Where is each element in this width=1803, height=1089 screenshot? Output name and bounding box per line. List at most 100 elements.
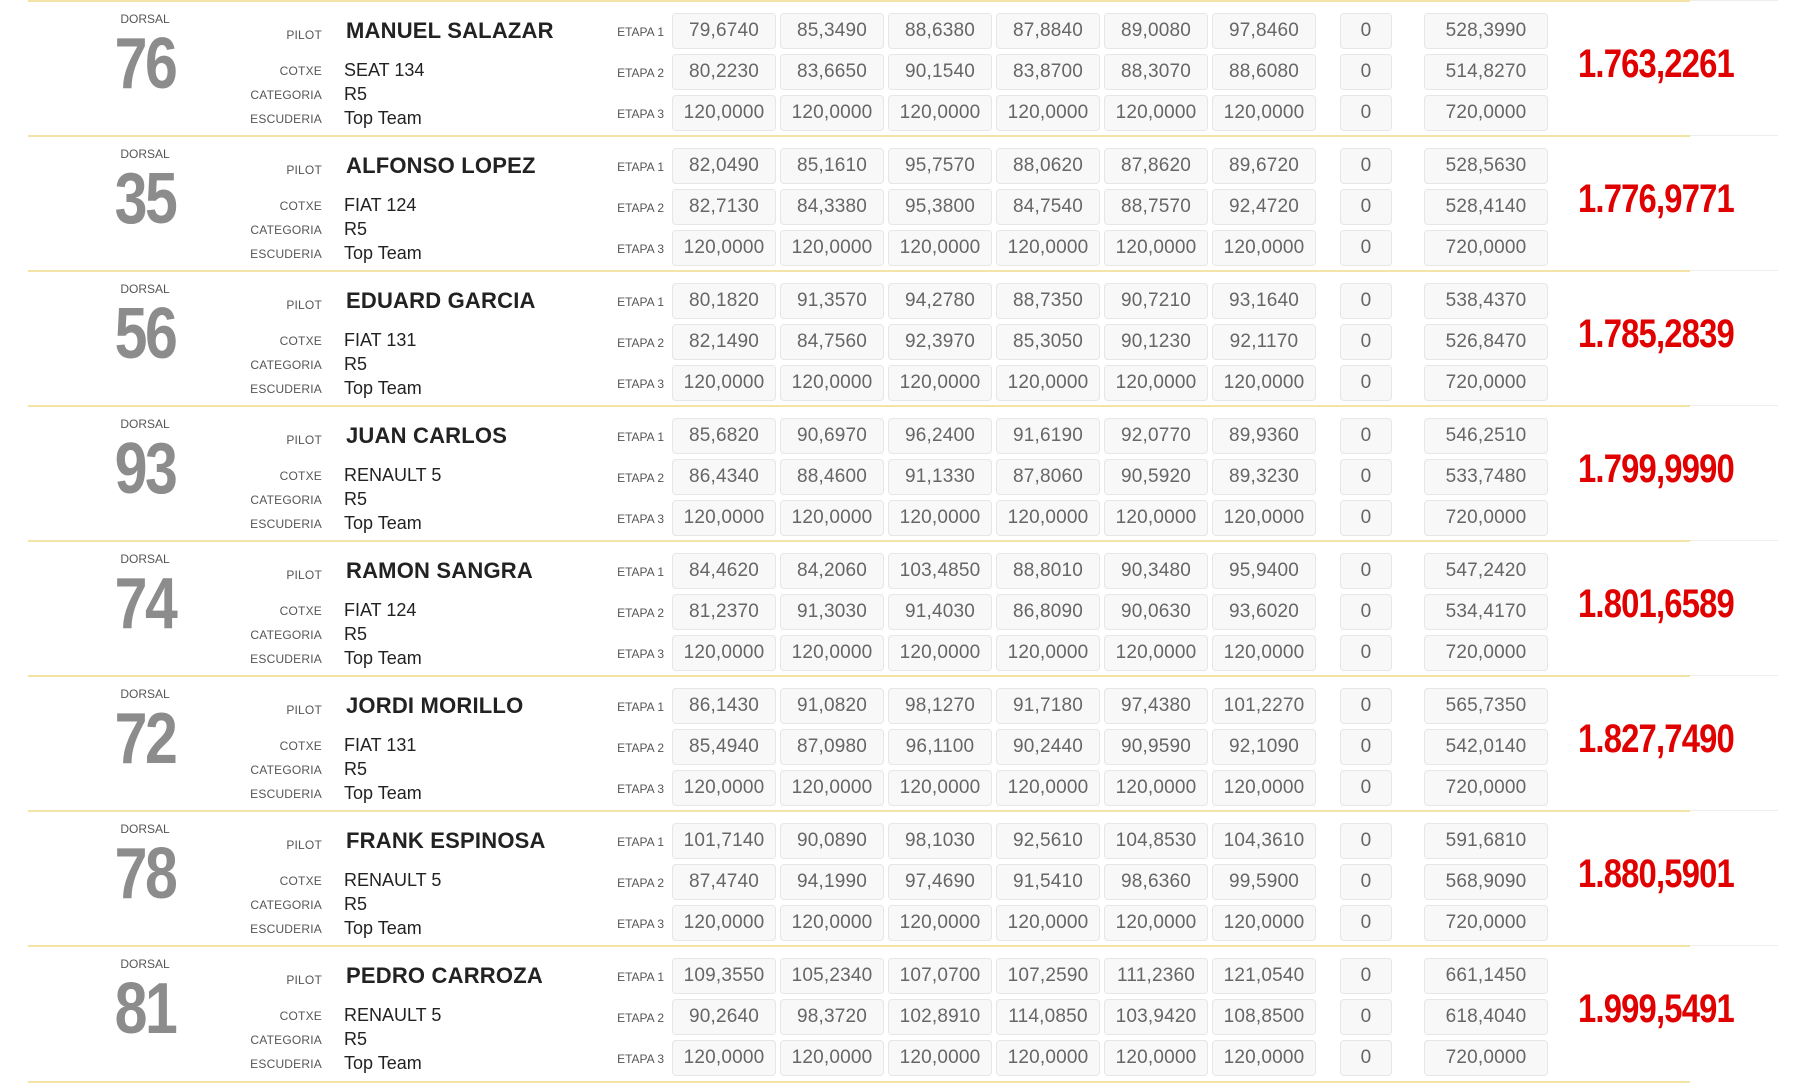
lap-time-cell: 120,0000: [1104, 770, 1208, 806]
lap-time-cell: 85,1610: [780, 148, 884, 184]
pilot-name: PEDRO CARROZA: [346, 963, 543, 988]
lap-time-cell: 88,7570: [1104, 189, 1208, 225]
dorsal-label: DORSAL: [120, 957, 170, 971]
categoria-value: R5: [344, 759, 368, 779]
etapa-sum-cell: 720,0000: [1424, 770, 1548, 806]
row-separator-extension: [1690, 405, 1778, 406]
lap-time-cell: 120,0000: [996, 500, 1100, 536]
dorsal-label: DORSAL: [120, 282, 170, 296]
etapa-label: ETAPA 2: [617, 66, 664, 80]
lap-time-cell: 90,2640: [672, 999, 776, 1035]
cotxe-value: FIAT 131: [344, 330, 417, 350]
etapa-label: ETAPA 3: [617, 512, 664, 526]
lap-time-cell: 103,9420: [1104, 999, 1208, 1035]
row-separator: [28, 0, 1690, 2]
lap-time-cell: 107,0700: [888, 958, 992, 994]
lap-time-cell: 102,8910: [888, 999, 992, 1035]
penalty-cell: 0: [1340, 230, 1392, 266]
lap-time-cell: 94,2780: [888, 283, 992, 319]
escuderia-value: Top Team: [344, 783, 422, 803]
lap-time-cell: 120,0000: [996, 1040, 1100, 1076]
lap-time-cell: 120,0000: [996, 365, 1100, 401]
lap-time-cell: 120,0000: [672, 635, 776, 671]
lap-time-cell: 89,3230: [1212, 459, 1316, 495]
pilot-label: PILOT: [286, 163, 322, 177]
penalty-cell: 0: [1340, 864, 1392, 900]
lap-time-cell: 91,5410: [996, 864, 1100, 900]
driver-row: DORSAL 81 PILOT PEDRO CARROZA COTXE RENAULT 5…: [0, 945, 1803, 1080]
penalty-cell: 0: [1340, 823, 1392, 859]
escuderia-label: ESCUDERIA: [250, 922, 322, 936]
lap-time-cell: 91,3570: [780, 283, 884, 319]
etapa-sum-cell: 546,2510: [1424, 418, 1548, 454]
etapa-label: ETAPA 3: [617, 782, 664, 796]
pilot-name: ALFONSO LOPEZ: [346, 153, 536, 178]
lap-time-cell: 86,8090: [996, 594, 1100, 630]
etapa-sum-cell: 618,4040: [1424, 999, 1548, 1035]
lap-time-cell: 97,4690: [888, 864, 992, 900]
lap-time-cell: 87,8620: [1104, 148, 1208, 184]
lap-time-cell: 105,2340: [780, 958, 884, 994]
lap-time-cell: 87,0980: [780, 729, 884, 765]
lap-time-cell: 120,0000: [1212, 365, 1316, 401]
dorsal-label: DORSAL: [120, 417, 170, 431]
etapa-label: ETAPA 2: [617, 606, 664, 620]
driver-row: DORSAL 72 PILOT JORDI MORILLO COTXE FIAT 131 C…: [0, 675, 1803, 810]
lap-time-cell: 120,0000: [1212, 1040, 1316, 1076]
dorsal-number: 76: [114, 24, 178, 104]
row-separator: [28, 405, 1690, 407]
row-separator-extension: [1690, 270, 1778, 271]
lap-time-cell: 120,0000: [888, 905, 992, 941]
cotxe-label: COTXE: [279, 199, 322, 213]
penalty-cell: 0: [1340, 148, 1392, 184]
etapa-label: ETAPA 1: [617, 700, 664, 714]
row-separator: [28, 270, 1690, 272]
lap-time-cell: 80,1820: [672, 283, 776, 319]
etapa-sum-cell: 661,1450: [1424, 958, 1548, 994]
lap-time-cell: 86,1430: [672, 688, 776, 724]
lap-time-cell: 120,0000: [780, 1040, 884, 1076]
etapa-sum-cell: 568,9090: [1424, 864, 1548, 900]
dorsal-label: DORSAL: [120, 687, 170, 701]
etapa-label: ETAPA 2: [617, 741, 664, 755]
lap-time-cell: 120,0000: [996, 770, 1100, 806]
row-separator-extension: [1690, 810, 1778, 811]
lap-time-cell: 108,8500: [1212, 999, 1316, 1035]
driver-row: DORSAL 78 PILOT FRANK ESPINOSA COTXE RENAULT …: [0, 810, 1803, 945]
lap-time-cell: 120,0000: [888, 635, 992, 671]
row-separator-extension: [1690, 135, 1778, 136]
cotxe-label: COTXE: [279, 469, 322, 483]
lap-time-cell: 87,4740: [672, 864, 776, 900]
lap-time-cell: 90,1540: [888, 54, 992, 90]
pilot-label: PILOT: [286, 838, 322, 852]
lap-time-cell: 121,0540: [1212, 958, 1316, 994]
pilot-label: PILOT: [286, 28, 322, 42]
etapa-sum-cell: 720,0000: [1424, 635, 1548, 671]
lap-time-cell: 120,0000: [780, 635, 884, 671]
total-time: 1.776,9771: [1578, 177, 1735, 221]
escuderia-label: ESCUDERIA: [250, 517, 322, 531]
lap-time-cell: 98,1030: [888, 823, 992, 859]
etapa-sum-cell: 526,8470: [1424, 324, 1548, 360]
pilot-name: RAMON SANGRA: [346, 558, 533, 583]
penalty-cell: 0: [1340, 54, 1392, 90]
cotxe-value: FIAT 124: [344, 600, 417, 620]
categoria-label: CATEGORIA: [250, 1033, 322, 1047]
etapa-sum-cell: 720,0000: [1424, 905, 1548, 941]
lap-time-cell: 92,1090: [1212, 729, 1316, 765]
categoria-value: R5: [344, 219, 368, 239]
pilot-name: JUAN CARLOS: [346, 423, 508, 448]
lap-time-cell: 101,7140: [672, 823, 776, 859]
lap-time-cell: 84,2060: [780, 553, 884, 589]
lap-time-cell: 80,2230: [672, 54, 776, 90]
cotxe-value: FIAT 131: [344, 735, 417, 755]
lap-time-cell: 84,7560: [780, 324, 884, 360]
total-time: 1.785,2839: [1578, 312, 1735, 356]
dorsal-label: DORSAL: [120, 147, 170, 161]
driver-row: DORSAL 35 PILOT ALFONSO LOPEZ COTXE FIAT 124 C…: [0, 135, 1803, 270]
lap-time-cell: 95,3800: [888, 189, 992, 225]
lap-time-cell: 89,0080: [1104, 13, 1208, 49]
lap-time-cell: 120,0000: [996, 95, 1100, 131]
lap-time-cell: 120,0000: [672, 500, 776, 536]
cotxe-label: COTXE: [279, 1009, 322, 1023]
